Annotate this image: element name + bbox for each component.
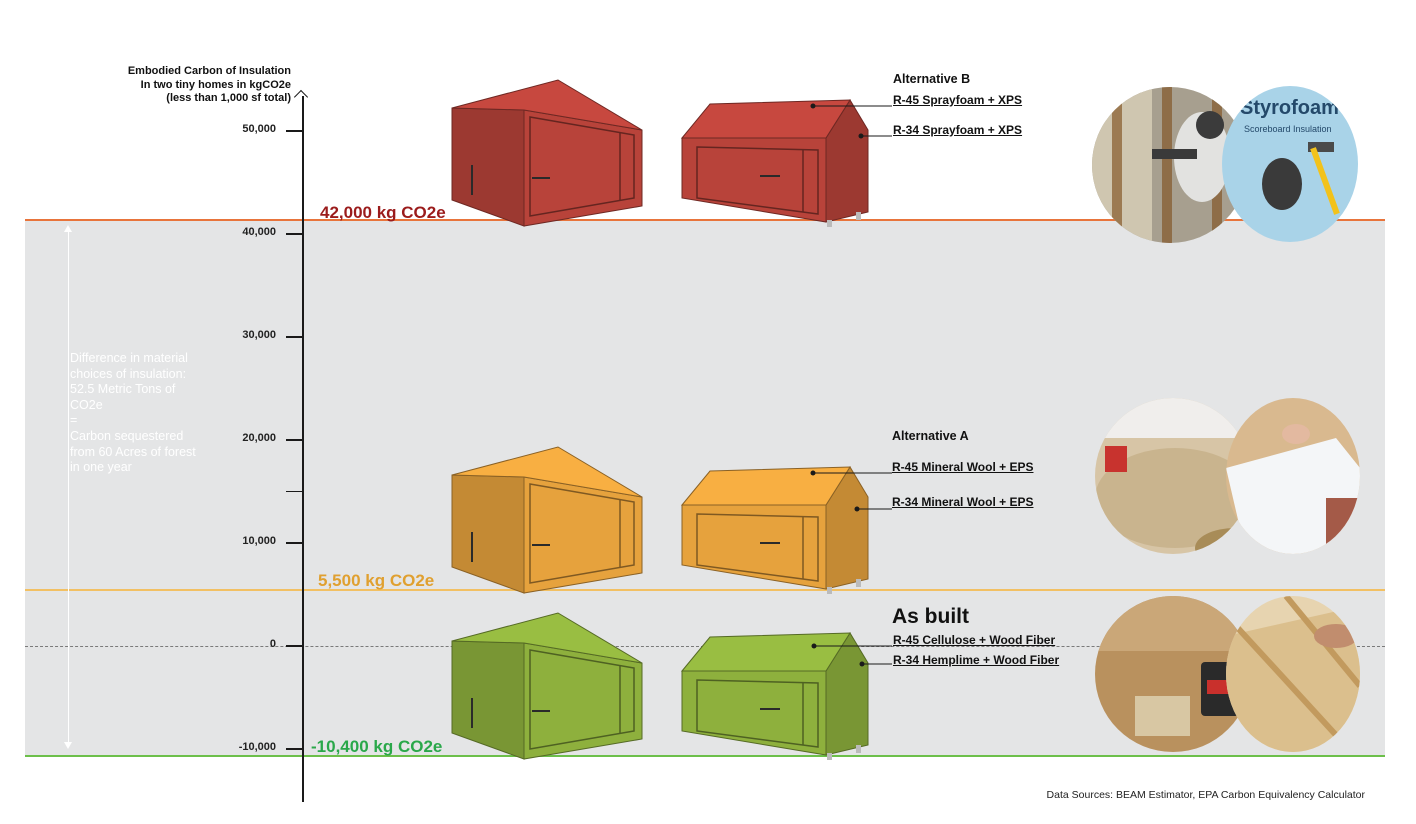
y-axis-line [302, 96, 304, 802]
house-1-alternative-a [451, 446, 643, 594]
photo-eps-board [1226, 398, 1360, 554]
difference-note: Difference in material choices of insula… [70, 351, 196, 475]
y-tick [286, 130, 302, 132]
as-built-spec-r45: R-45 Cellulose + Wood Fiber [893, 633, 1056, 647]
alternative-b-title: Alternative B [893, 72, 971, 86]
photo-label-styrofoam: Styrofoam [1240, 97, 1339, 119]
value-label-alternative-a: 5,500 kg CO2e [318, 571, 435, 590]
data-source-note: Data Sources: BEAM Estimator, EPA Carbon… [1046, 789, 1365, 801]
spec-leader-dot [810, 470, 816, 476]
house-1-as-built [451, 612, 643, 760]
value-label-as-built: -10,400 kg CO2e [311, 737, 443, 756]
value-label-alternative-b: 42,000 kg CO2e [320, 203, 446, 222]
y-tick [286, 336, 302, 338]
alternative-b-spec-r34: R-34 Sprayfoam + XPS [893, 123, 1023, 137]
level-line-as-built [25, 755, 1385, 757]
spec-leader-dot [858, 133, 864, 139]
photo-styrofoam-board: Styrofoam Scoreboard Insulation [1222, 86, 1358, 242]
y-tick-label: -10,000 [238, 741, 276, 753]
spec-leader-dot [859, 661, 865, 667]
y-tick-label: 0 [269, 638, 276, 650]
y-axis-title-line-1: Embodied Carbon of Insulation [127, 65, 291, 77]
as-built-spec-r34: R-34 Hemplime + Wood Fiber [893, 653, 1060, 667]
arrow-down-icon [64, 742, 72, 749]
arrow-up-icon [64, 225, 72, 232]
y-tick [286, 439, 302, 441]
house-2-alternative-a [680, 466, 869, 594]
y-tick [286, 490, 302, 493]
level-line-alternative-b [25, 219, 1385, 221]
y-tick [286, 748, 302, 750]
y-tick [286, 542, 302, 544]
y-tick-label: 40,000 [242, 226, 276, 238]
house-2-alternative-b [680, 99, 869, 227]
house-1-alternative-b [451, 79, 643, 227]
y-axis-title: Embodied Carbon of Insulation In two tin… [88, 65, 291, 106]
y-tick [286, 645, 302, 647]
alternative-a-title: Alternative A [892, 429, 969, 443]
alternative-b-spec-r45: R-45 Sprayfoam + XPS [893, 93, 1023, 107]
spec-leader-dot [810, 103, 816, 109]
y-tick-label: 20,000 [242, 432, 276, 444]
y-tick [286, 233, 302, 235]
spec-leader-dot [854, 506, 860, 512]
level-line-alternative-a [25, 589, 1385, 591]
difference-range-arrow [64, 225, 72, 749]
alternative-a-spec-r34: R-34 Mineral Wool + EPS [892, 495, 1034, 509]
photo-label-scoreboard: Scoreboard Insulation [1244, 124, 1332, 134]
y-axis-title-line-2: In two tiny homes in kgCO2e [140, 78, 291, 91]
photo-sprayfoam-worker [1092, 87, 1248, 243]
photo-wood-fiber-board [1226, 596, 1360, 752]
y-axis-title-line-3: (less than 1,000 sf total) [166, 92, 291, 104]
alternative-a-spec-r45: R-45 Mineral Wool + EPS [892, 460, 1034, 474]
house-2-as-built [680, 632, 869, 760]
as-built-title: As built [892, 605, 969, 628]
y-tick-label: 50,000 [242, 123, 276, 135]
y-tick-label: 10,000 [242, 535, 276, 547]
spec-leader-dot [811, 643, 817, 649]
y-tick-label: 30,000 [242, 329, 276, 341]
